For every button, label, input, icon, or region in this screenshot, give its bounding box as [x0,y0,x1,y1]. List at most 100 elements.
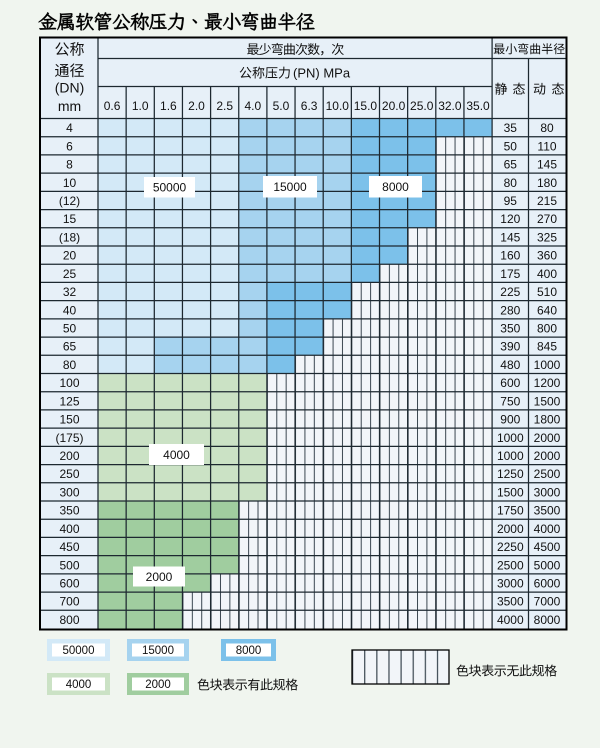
svg-text:50000: 50000 [153,181,187,195]
svg-text:145: 145 [537,158,557,172]
svg-text:2000: 2000 [534,431,561,445]
svg-text:2000: 2000 [146,570,173,584]
svg-text:500: 500 [59,558,79,572]
svg-text:3500: 3500 [497,595,524,609]
svg-text:80: 80 [63,358,77,372]
svg-text:1500: 1500 [497,485,524,499]
svg-text:0.6: 0.6 [104,99,121,113]
svg-text:6.3: 6.3 [301,99,318,113]
svg-text:15.0: 15.0 [354,99,378,113]
svg-text:40: 40 [63,303,77,317]
svg-text:900: 900 [500,413,520,427]
svg-text:480: 480 [500,358,520,372]
svg-text:145: 145 [500,230,520,244]
svg-text:50000: 50000 [63,645,95,657]
svg-text:845: 845 [537,340,557,354]
svg-text:8: 8 [66,158,73,172]
svg-text:600: 600 [500,376,520,390]
svg-text:100: 100 [59,376,79,390]
svg-text:15000: 15000 [142,645,174,657]
svg-text:8000: 8000 [236,645,262,657]
svg-text:200: 200 [59,449,79,463]
svg-text:2250: 2250 [497,540,524,554]
svg-text:325: 325 [537,230,557,244]
svg-text:7000: 7000 [534,595,561,609]
svg-text:1200: 1200 [534,376,561,390]
svg-text:180: 180 [537,176,557,190]
svg-text:80: 80 [504,176,518,190]
svg-text:65: 65 [63,340,77,354]
svg-text:3500: 3500 [534,504,561,518]
svg-text:110: 110 [537,139,556,153]
svg-text:3000: 3000 [497,576,524,590]
svg-text:10: 10 [63,176,77,190]
svg-text:1000: 1000 [497,431,524,445]
svg-text:400: 400 [59,522,79,536]
svg-text:15000: 15000 [273,180,307,194]
svg-text:(175): (175) [55,431,83,445]
svg-text:125: 125 [59,394,79,408]
svg-text:280: 280 [500,303,520,317]
svg-text:4.0: 4.0 [244,99,261,113]
svg-text:1000: 1000 [534,358,561,372]
svg-text:350: 350 [500,321,520,335]
svg-text:5000: 5000 [534,558,561,572]
svg-text:360: 360 [537,249,557,263]
svg-text:160: 160 [500,249,520,263]
svg-text:10.0: 10.0 [326,99,350,113]
svg-text:5.0: 5.0 [273,99,290,113]
svg-text:80: 80 [540,121,554,135]
svg-text:300: 300 [59,485,79,499]
svg-text:4: 4 [66,121,73,135]
svg-text:2500: 2500 [497,558,524,572]
svg-text:150: 150 [59,413,79,427]
svg-text:95: 95 [504,194,518,208]
svg-text:390: 390 [500,340,520,354]
svg-text:8000: 8000 [534,613,561,627]
svg-text:510: 510 [537,285,557,299]
svg-text:700: 700 [59,595,79,609]
svg-text:25: 25 [63,267,77,281]
svg-text:2000: 2000 [497,522,524,536]
svg-text:6: 6 [66,139,73,153]
svg-text:35.0: 35.0 [466,99,490,113]
svg-text:mm: mm [58,98,81,114]
svg-text:120: 120 [500,212,520,226]
svg-text:4000: 4000 [497,613,524,627]
svg-text:750: 750 [500,394,520,408]
svg-text:4000: 4000 [534,522,561,536]
svg-text:800: 800 [537,321,557,335]
svg-text:1250: 1250 [497,467,524,481]
svg-text:4000: 4000 [66,679,92,691]
svg-text:215: 215 [537,194,557,208]
svg-text:4000: 4000 [163,448,190,462]
svg-text:(PN) MPa: (PN) MPa [293,66,351,81]
svg-text:32: 32 [63,285,77,299]
svg-text:1.6: 1.6 [160,99,177,113]
svg-text:20.0: 20.0 [382,99,406,113]
svg-text:1750: 1750 [497,504,524,518]
svg-text:1.0: 1.0 [132,99,149,113]
svg-text:800: 800 [59,613,79,627]
svg-text:(12): (12) [59,194,80,208]
svg-text:50: 50 [504,139,518,153]
svg-text:2500: 2500 [534,467,561,481]
svg-text:640: 640 [537,303,557,317]
svg-text:250: 250 [59,467,79,481]
svg-text:2000: 2000 [145,679,171,691]
svg-text:175: 175 [500,267,520,281]
svg-text:350: 350 [59,504,79,518]
svg-text:270: 270 [537,212,557,226]
svg-text:2000: 2000 [534,449,561,463]
svg-text:2.5: 2.5 [216,99,233,113]
svg-text:1000: 1000 [497,449,524,463]
svg-text:25.0: 25.0 [410,99,434,113]
svg-text:32.0: 32.0 [438,99,462,113]
svg-text:15: 15 [63,212,77,226]
svg-text:225: 225 [500,285,520,299]
svg-text:600: 600 [59,576,79,590]
svg-text:6000: 6000 [534,576,561,590]
svg-text:1800: 1800 [534,413,561,427]
svg-text:2.0: 2.0 [188,99,205,113]
svg-text:400: 400 [537,267,557,281]
